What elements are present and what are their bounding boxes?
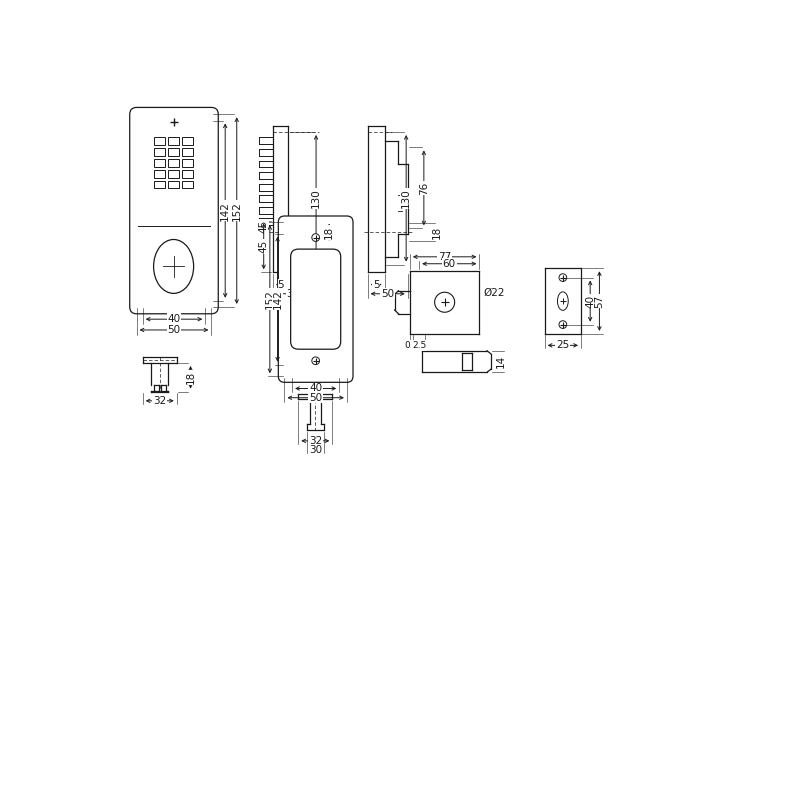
- Text: 40: 40: [309, 384, 322, 393]
- Circle shape: [559, 320, 566, 328]
- Circle shape: [559, 274, 566, 281]
- Text: 45: 45: [258, 220, 269, 233]
- Text: 142: 142: [273, 289, 282, 309]
- Text: 38: 38: [286, 288, 299, 299]
- Text: 2.5: 2.5: [412, 341, 426, 350]
- Text: 32: 32: [309, 435, 322, 446]
- Text: 40: 40: [167, 314, 181, 324]
- Text: 40: 40: [585, 295, 595, 308]
- Bar: [168, 149, 179, 156]
- Text: 142: 142: [220, 201, 230, 221]
- Text: 130: 130: [311, 189, 321, 209]
- Circle shape: [434, 292, 454, 312]
- Bar: [154, 170, 165, 177]
- Text: 45: 45: [258, 240, 269, 253]
- Bar: [154, 181, 165, 189]
- Text: 50: 50: [309, 393, 322, 403]
- Text: 152: 152: [265, 289, 275, 309]
- FancyBboxPatch shape: [290, 249, 341, 349]
- Text: 18: 18: [432, 225, 442, 239]
- Bar: [154, 149, 165, 156]
- Ellipse shape: [154, 240, 194, 293]
- Text: 60: 60: [442, 259, 456, 268]
- Bar: [182, 137, 193, 145]
- Text: 76: 76: [419, 181, 429, 194]
- Text: 152: 152: [232, 201, 242, 221]
- Text: 50: 50: [381, 288, 394, 299]
- Text: 0.5: 0.5: [404, 341, 418, 350]
- Text: 5: 5: [373, 280, 379, 289]
- FancyBboxPatch shape: [130, 107, 218, 314]
- Bar: [154, 137, 165, 145]
- Text: 5: 5: [278, 280, 284, 289]
- Text: 25: 25: [556, 340, 570, 350]
- Circle shape: [312, 357, 319, 364]
- Bar: [168, 137, 179, 145]
- Circle shape: [312, 234, 319, 241]
- Text: 18: 18: [186, 371, 195, 384]
- Bar: [168, 159, 179, 167]
- Text: 18: 18: [324, 225, 334, 239]
- Bar: [182, 170, 193, 177]
- Text: Ø22: Ø22: [484, 288, 506, 298]
- FancyBboxPatch shape: [278, 216, 353, 382]
- Text: 50: 50: [167, 325, 181, 335]
- Ellipse shape: [558, 292, 568, 310]
- Bar: [154, 159, 165, 167]
- Text: 14: 14: [496, 355, 506, 368]
- Bar: [182, 159, 193, 167]
- Bar: [168, 181, 179, 189]
- Text: 77: 77: [438, 252, 451, 262]
- Bar: [182, 181, 193, 189]
- Text: 32: 32: [153, 396, 166, 406]
- Text: 30: 30: [309, 445, 322, 455]
- Bar: [168, 170, 179, 177]
- Text: 130: 130: [401, 189, 411, 209]
- Bar: [182, 149, 193, 156]
- Text: 57: 57: [594, 295, 605, 308]
